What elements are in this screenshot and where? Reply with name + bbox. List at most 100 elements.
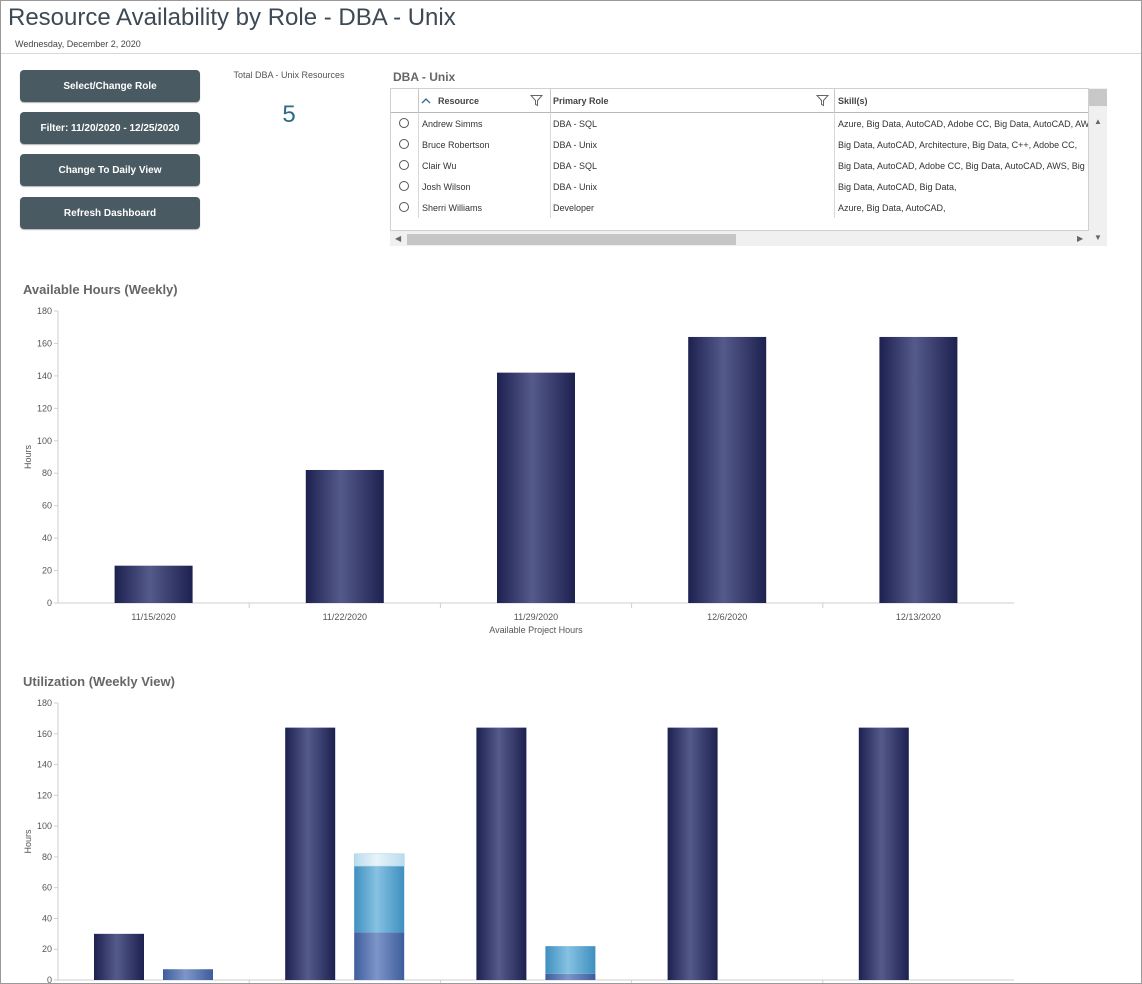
horizontal-scrollbar[interactable]: ◀ ▶ — [390, 231, 1089, 246]
cell-resource: Andrew Simms — [422, 118, 483, 129]
available-hours-xtick-label: 11/15/2020 — [131, 612, 175, 622]
cell-primary-role: DBA - Unix — [553, 139, 598, 150]
total-resources-value: 5 — [282, 101, 296, 128]
available-hours-bar — [497, 372, 575, 603]
table-row[interactable]: Sherri Williams Developer Azure, Big Dat… — [391, 197, 1088, 218]
column-header-primary-role-label: Primary Role — [553, 95, 609, 106]
select-change-role-button[interactable]: Select/Change Role — [20, 70, 200, 102]
utilization-ytick-label: 20 — [42, 944, 52, 954]
column-separator — [418, 113, 419, 218]
utilization-ytick-label: 100 — [37, 821, 52, 831]
row-select-radio[interactable] — [399, 160, 409, 170]
column-header-skills[interactable]: Skill(s) — [838, 89, 1088, 112]
column-separator — [834, 113, 835, 218]
cell-resource: Sherri Williams — [422, 202, 483, 213]
cell-skills: Big Data, AutoCAD, Architecture, Big Dat… — [838, 139, 1078, 150]
header-separator — [418, 89, 419, 113]
available-hours-ytick-label: 60 — [42, 501, 52, 511]
utilization-stacked-bar-segment — [163, 969, 213, 980]
available-hours-ytick-label: 100 — [37, 436, 52, 446]
utilization-available-bar — [94, 933, 144, 980]
vertical-scrollbar[interactable]: ▲ ▼ — [1089, 88, 1107, 246]
cell-primary-role: DBA - SQL — [553, 160, 598, 171]
available-hours-chart-title: Available Hours (Weekly) — [23, 282, 178, 297]
available-hours-xtick-label: 11/29/2020 — [514, 612, 558, 622]
utilization-available-bar — [476, 727, 527, 980]
cell-skills: Big Data, AutoCAD, Big Data, — [838, 181, 957, 192]
utilization-ytick-label: 120 — [37, 790, 52, 800]
table-row[interactable]: Andrew Simms DBA - SQL Azure, Big Data, … — [391, 113, 1088, 134]
utilization-stacked-bar-segment — [354, 866, 405, 933]
cell-primary-role: DBA - Unix — [553, 181, 598, 192]
utilization-stacked-bar-segment — [545, 946, 596, 974]
scroll-right-arrow-icon[interactable]: ▶ — [1077, 234, 1084, 243]
table-row[interactable]: Josh Wilson DBA - Unix Big Data, AutoCAD… — [391, 176, 1088, 197]
header-separator — [834, 89, 835, 113]
filter-funnel-icon[interactable] — [530, 94, 543, 107]
utilization-available-bar — [667, 727, 718, 980]
available-hours-ytick-label: 180 — [37, 306, 52, 316]
utilization-chart: 0 20 40 60 80 100 120 140 160 180 Hours — [23, 698, 1014, 984]
utilization-stacked-bar-segment — [353, 853, 405, 867]
utilization-ytick-label: 140 — [37, 760, 52, 770]
page-title: Resource Availability by Role - DBA - Un… — [8, 4, 456, 31]
cell-skills: Big Data, AutoCAD, Adobe CC, Big Data, A… — [838, 160, 1089, 171]
grid-body: Resource Primary Role Skill(s) — [390, 88, 1089, 231]
available-hours-ytick-label: 40 — [42, 533, 52, 543]
cell-skills: Azure, Big Data, AutoCAD, — [838, 202, 946, 213]
available-hours-bar — [879, 336, 958, 603]
scroll-up-arrow-icon[interactable]: ▲ — [1094, 117, 1102, 126]
header-separator — [550, 89, 551, 113]
grid-title: DBA - Unix — [393, 70, 456, 84]
page-date: Wednesday, December 2, 2020 — [15, 39, 141, 49]
utilization-stacked-bar-segment — [354, 932, 405, 980]
utilization-ytick-label: 180 — [37, 698, 52, 708]
available-hours-xtick-label: 11/22/2020 — [323, 612, 367, 622]
available-hours-ytick-label: 120 — [37, 403, 52, 413]
horizontal-scroll-thumb[interactable] — [407, 234, 736, 245]
filter-date-range-button[interactable]: Filter: 11/20/2020 - 12/25/2020 — [20, 112, 200, 144]
header-divider — [1, 53, 1141, 54]
utilization-ytick-label: 40 — [42, 913, 52, 923]
row-select-radio[interactable] — [399, 118, 409, 128]
available-hours-xlabel: Available Project Hours — [489, 625, 583, 635]
utilization-ylabel: Hours — [23, 829, 33, 854]
row-select-radio[interactable] — [399, 181, 409, 191]
available-hours-ylabel: Hours — [23, 445, 33, 470]
cell-resource: Bruce Robertson — [422, 139, 490, 150]
available-hours-xtick-label: 12/6/2020 — [707, 612, 747, 622]
row-select-radio[interactable] — [399, 202, 409, 212]
column-header-primary-role[interactable]: Primary Role — [553, 89, 803, 112]
table-row[interactable]: Clair Wu DBA - SQL Big Data, AutoCAD, Ad… — [391, 155, 1089, 176]
sort-ascending-icon[interactable] — [421, 97, 431, 105]
row-select-radio[interactable] — [399, 139, 409, 149]
cell-primary-role: Developer — [553, 202, 595, 213]
available-hours-xtick-label: 12/13/2020 — [896, 612, 941, 622]
column-header-skills-label: Skill(s) — [838, 95, 868, 106]
utilization-chart-title: Utilization (Weekly View) — [23, 674, 175, 689]
filter-funnel-icon[interactable] — [816, 94, 829, 107]
available-hours-ytick-label: 140 — [37, 371, 52, 381]
available-hours-ytick-label: 160 — [37, 338, 52, 348]
change-to-daily-view-button[interactable]: Change To Daily View — [20, 154, 200, 186]
column-header-resource[interactable]: Resource — [421, 89, 547, 112]
available-hours-bar — [114, 565, 193, 603]
utilization-available-bar — [858, 727, 909, 980]
cell-resource: Clair Wu — [422, 160, 457, 171]
column-separator — [550, 113, 551, 218]
table-row[interactable]: Bruce Robertson DBA - Unix Big Data, Aut… — [391, 134, 1088, 155]
utilization-ytick-label: 80 — [42, 852, 52, 862]
utilization-ytick-label: 0 — [47, 975, 52, 984]
utilization-stacked-bar-segment — [545, 973, 596, 980]
available-hours-ytick-label: 20 — [42, 566, 52, 576]
refresh-dashboard-button[interactable]: Refresh Dashboard — [20, 197, 200, 229]
cell-primary-role: DBA - SQL — [553, 118, 598, 129]
available-hours-ytick-label: 80 — [42, 468, 52, 478]
resource-grid: Resource Primary Role Skill(s) — [390, 88, 1107, 246]
utilization-ytick-label: 160 — [37, 729, 52, 739]
grid-header-row: Resource Primary Role Skill(s) — [391, 89, 1088, 113]
scroll-down-arrow-icon[interactable]: ▼ — [1094, 233, 1102, 242]
available-hours-bar — [305, 469, 384, 603]
scroll-left-arrow-icon[interactable]: ◀ — [395, 234, 402, 243]
vertical-scroll-thumb[interactable] — [1089, 89, 1107, 106]
